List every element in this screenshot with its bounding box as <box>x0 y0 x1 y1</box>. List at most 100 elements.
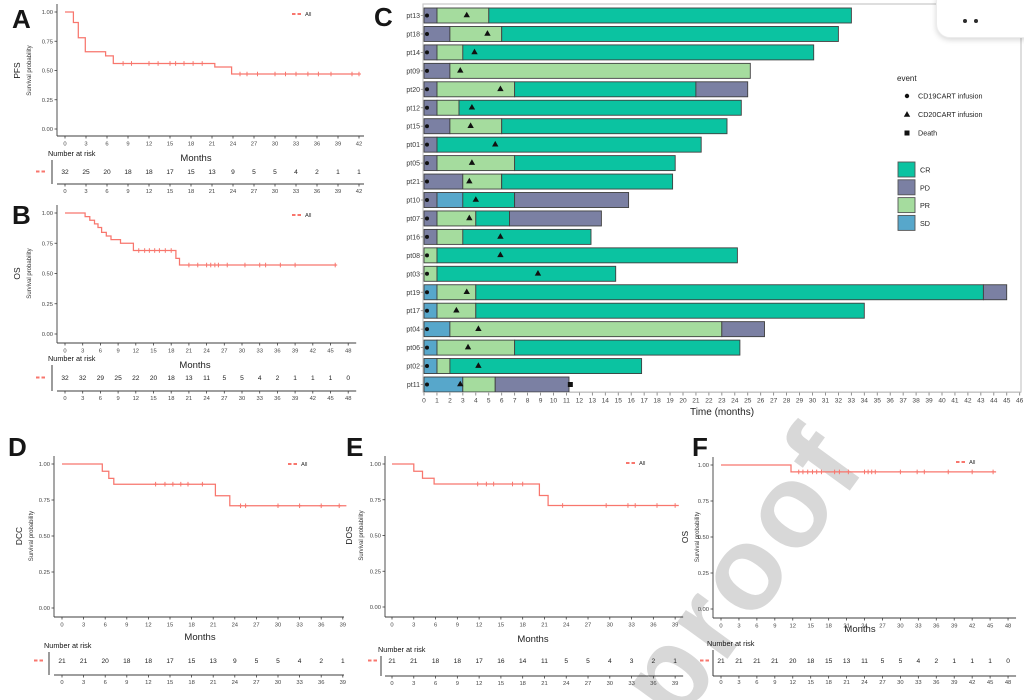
svg-text:46: 46 <box>1016 398 1024 405</box>
svg-text:42: 42 <box>310 396 316 402</box>
svg-text:9: 9 <box>125 623 128 629</box>
svg-text:0: 0 <box>60 680 63 686</box>
svg-text:48: 48 <box>1005 624 1011 630</box>
svg-text:0: 0 <box>719 624 722 630</box>
svg-text:5: 5 <box>273 169 277 176</box>
svg-text:20: 20 <box>789 658 797 665</box>
svg-text:21: 21 <box>541 681 547 687</box>
svg-text:pt11: pt11 <box>407 382 420 389</box>
svg-text:6: 6 <box>104 680 107 686</box>
svg-text:9: 9 <box>125 680 128 686</box>
panel-e-letter: E <box>346 432 364 462</box>
svg-text:22: 22 <box>705 398 713 405</box>
svg-text:33: 33 <box>915 624 921 630</box>
svg-text:27: 27 <box>221 396 227 402</box>
svg-text:18: 18 <box>519 681 525 687</box>
svg-text:3: 3 <box>84 189 87 195</box>
svg-text:12: 12 <box>576 398 584 405</box>
svg-text:pt13: pt13 <box>406 13 420 20</box>
svg-text:24: 24 <box>861 624 868 630</box>
svg-text:25: 25 <box>114 375 122 382</box>
svg-text:1: 1 <box>970 658 974 665</box>
svg-text:18: 18 <box>825 624 831 630</box>
svg-text:28: 28 <box>783 398 791 405</box>
svg-text:18: 18 <box>807 658 815 665</box>
svg-text:5: 5 <box>252 169 256 176</box>
svg-text:30: 30 <box>239 349 245 355</box>
svg-text:39: 39 <box>340 680 346 686</box>
svg-text:0.00: 0.00 <box>370 605 381 611</box>
svg-text:CD20CART infusion: CD20CART infusion <box>918 110 982 119</box>
svg-text:27: 27 <box>221 349 227 355</box>
svg-text:36: 36 <box>314 189 320 195</box>
svg-text:21: 21 <box>210 680 216 686</box>
svg-text:14: 14 <box>602 398 610 405</box>
svg-text:12: 12 <box>146 142 152 148</box>
svg-text:18: 18 <box>519 623 525 629</box>
svg-text:6: 6 <box>104 623 107 629</box>
svg-text:27: 27 <box>770 398 778 405</box>
svg-text:21: 21 <box>186 349 192 355</box>
svg-text:39: 39 <box>925 398 933 405</box>
svg-text:39: 39 <box>340 623 346 629</box>
svg-text:20: 20 <box>102 658 110 665</box>
svg-text:21: 21 <box>410 658 418 665</box>
svg-text:All: All <box>305 12 311 18</box>
svg-text:21: 21 <box>58 658 66 665</box>
svg-text:48: 48 <box>1005 680 1011 686</box>
svg-text:Survival probability: Survival probability <box>29 511 35 561</box>
svg-text:30: 30 <box>275 623 281 629</box>
svg-text:0: 0 <box>63 142 66 148</box>
svg-text:PFS: PFS <box>12 62 22 79</box>
svg-text:1: 1 <box>311 375 315 382</box>
svg-text:pt21: pt21 <box>406 179 420 186</box>
svg-text:0: 0 <box>719 680 722 686</box>
svg-text:6: 6 <box>755 680 758 686</box>
more-options-button[interactable] <box>936 0 1024 38</box>
svg-text:18: 18 <box>188 680 194 686</box>
svg-text:pt18: pt18 <box>406 31 420 38</box>
svg-text:12: 12 <box>145 623 151 629</box>
more-options-dots-icon <box>963 19 978 23</box>
svg-text:17: 17 <box>166 169 174 176</box>
svg-text:5: 5 <box>881 658 885 665</box>
svg-text:27: 27 <box>251 189 257 195</box>
svg-text:0.00: 0.00 <box>39 606 50 612</box>
svg-text:15: 15 <box>150 396 156 402</box>
svg-text:Number at risk: Number at risk <box>48 149 96 158</box>
svg-text:Survival probability: Survival probability <box>27 248 33 298</box>
panel-c-swimmer-plot: pt13 pt18 pt14 pt09 pt20 pt12 pt15 pt01 pt05 pt21… <box>406 3 1024 418</box>
svg-text:33: 33 <box>256 349 262 355</box>
svg-text:1: 1 <box>988 658 992 665</box>
svg-text:13: 13 <box>589 398 597 405</box>
svg-text:27: 27 <box>879 624 885 630</box>
svg-text:12: 12 <box>790 624 796 630</box>
svg-text:35: 35 <box>874 398 882 405</box>
svg-text:15: 15 <box>167 680 173 686</box>
svg-text:CR: CR <box>920 166 930 175</box>
svg-text:0: 0 <box>1006 658 1010 665</box>
svg-text:15: 15 <box>807 680 813 686</box>
svg-text:pt15: pt15 <box>406 124 420 131</box>
svg-text:Months: Months <box>179 360 210 371</box>
svg-text:21: 21 <box>735 658 743 665</box>
svg-text:26: 26 <box>757 398 765 405</box>
svg-text:42: 42 <box>969 624 975 630</box>
svg-text:40: 40 <box>938 398 946 405</box>
svg-text:PR: PR <box>920 201 930 210</box>
svg-text:OS: OS <box>680 531 690 544</box>
svg-text:pt20: pt20 <box>406 87 420 94</box>
svg-text:11: 11 <box>563 398 570 405</box>
svg-text:Months: Months <box>844 624 875 635</box>
svg-text:9: 9 <box>126 189 129 195</box>
svg-text:pt12: pt12 <box>406 105 420 112</box>
svg-text:0.00: 0.00 <box>42 332 53 338</box>
svg-text:1.00: 1.00 <box>39 462 50 468</box>
svg-text:39: 39 <box>292 396 298 402</box>
svg-text:33: 33 <box>628 623 634 629</box>
svg-text:17: 17 <box>475 658 483 665</box>
svg-text:36: 36 <box>933 624 939 630</box>
svg-text:21: 21 <box>80 658 88 665</box>
svg-text:Survival probability: Survival probability <box>359 510 365 560</box>
svg-text:pt05: pt05 <box>406 161 420 168</box>
